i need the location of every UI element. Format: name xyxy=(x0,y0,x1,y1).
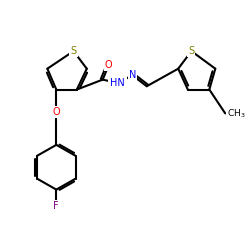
Text: F: F xyxy=(54,201,59,211)
Text: CH$_3$: CH$_3$ xyxy=(227,107,246,120)
Text: S: S xyxy=(70,46,76,56)
Text: N: N xyxy=(129,70,136,80)
Text: S: S xyxy=(188,46,194,56)
Text: O: O xyxy=(105,60,112,70)
Text: O: O xyxy=(52,107,60,117)
Text: HN: HN xyxy=(110,78,125,88)
